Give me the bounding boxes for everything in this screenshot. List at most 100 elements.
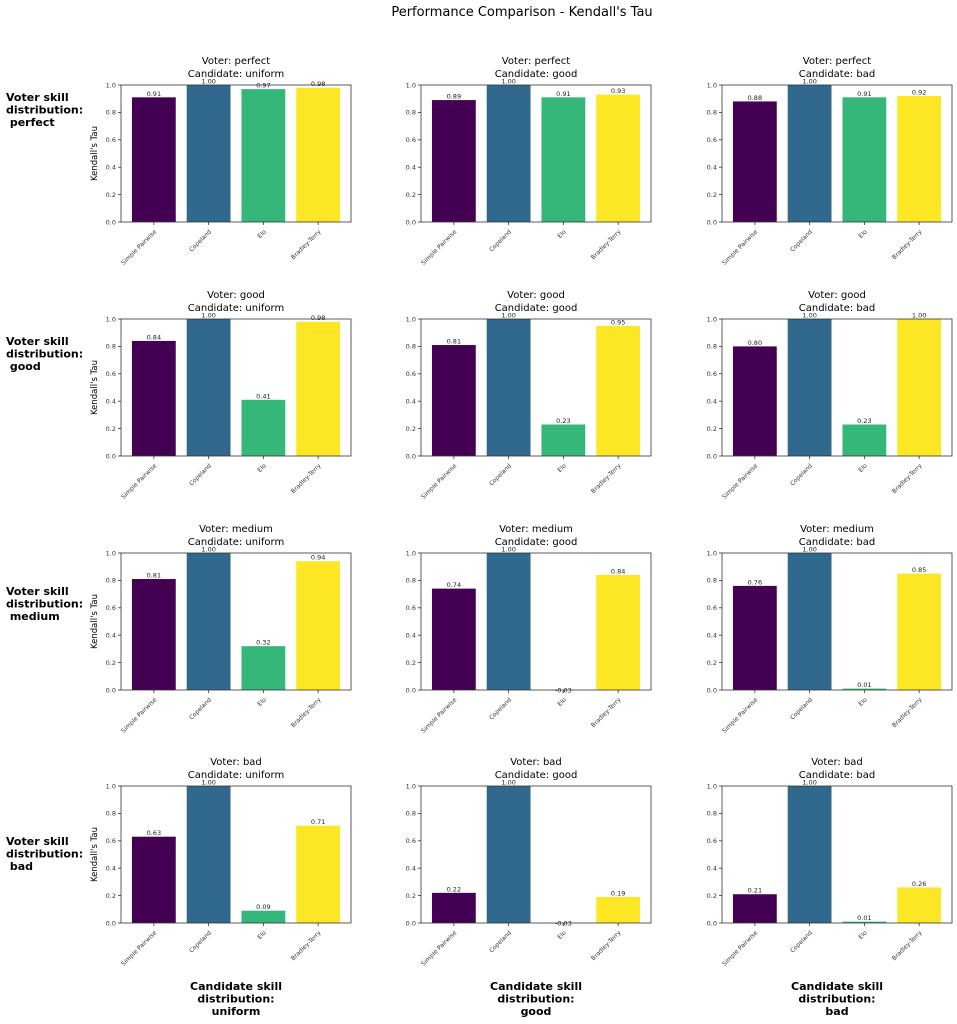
x-tick-label: Simple Pairwise <box>420 696 458 734</box>
y-tick-label: 1.0 <box>406 81 416 89</box>
row-label-line: Voter skill <box>6 835 69 848</box>
row-label: Voter skill distribution: perfect <box>6 91 83 129</box>
y-tick-label: 0.2 <box>106 191 116 199</box>
bar-simple-pairwise <box>732 346 777 456</box>
x-tick-label: Simple Pairwise <box>120 929 158 967</box>
subplot-title-line2: Candidate: good <box>495 303 578 314</box>
x-tick-label: Copeland <box>488 462 513 487</box>
bar-copeland <box>486 786 531 923</box>
row-label-line: medium <box>6 610 60 623</box>
axes-frame <box>420 785 652 924</box>
y-tick-label: 0.6 <box>707 136 717 144</box>
x-tick-label: Bradley-Terry <box>290 228 323 261</box>
row-label-line: bad <box>6 860 33 873</box>
column-label-line: distribution: <box>798 993 875 1006</box>
bar-value-label: 0.98 <box>311 80 325 88</box>
y-tick-label: 0.2 <box>106 659 116 667</box>
bar-value-label: 1.00 <box>201 779 215 787</box>
y-tick-label: 0.2 <box>406 425 416 433</box>
bar-value-label: 0.01 <box>857 681 871 689</box>
bar-elo <box>541 424 586 456</box>
x-tick-label: Copeland <box>789 462 814 487</box>
bar-simple-pairwise <box>732 585 777 690</box>
x-tick-label: Bradley-Terry <box>891 462 924 495</box>
bar-value-label: 0.93 <box>611 87 625 95</box>
subplot-title-line1: Voter: bad <box>811 757 863 768</box>
axes-frame <box>420 318 652 457</box>
axes-frame <box>420 552 652 691</box>
bar-simple-pairwise <box>131 836 176 923</box>
x-tick-label: Simple Pairwise <box>721 696 759 734</box>
x-tick-label: Simple Pairwise <box>420 228 458 266</box>
bar-value-label: 1.00 <box>802 779 816 787</box>
row-label: Voter skill distribution: bad <box>6 835 83 873</box>
x-tick-label: Elo <box>256 929 268 941</box>
subplot-title-line2: Candidate: good <box>495 537 578 548</box>
y-tick-label: 0.8 <box>106 109 116 117</box>
y-tick-label: 0.6 <box>707 370 717 378</box>
x-tick-label: Elo <box>256 228 268 240</box>
bar-simple-pairwise <box>131 579 176 690</box>
x-tick-label: Simple Pairwise <box>721 462 759 500</box>
subplot-title-line1: Voter: medium <box>199 524 273 535</box>
bar-copeland <box>787 319 832 456</box>
axes-frame <box>420 84 652 223</box>
axes-frame <box>721 785 953 924</box>
y-tick-label: 0.2 <box>707 425 717 433</box>
y-tick-label: 0.6 <box>106 136 116 144</box>
y-tick-label: 0.8 <box>106 577 116 585</box>
bar-value-label: 0.23 <box>857 417 871 425</box>
x-tick-label: Copeland <box>188 228 213 253</box>
y-tick-label: 0.2 <box>106 425 116 433</box>
y-tick-label: 0.6 <box>707 837 717 845</box>
y-tick-label: 0.4 <box>406 398 416 406</box>
bar-elo <box>241 399 286 456</box>
subplot-title-line2: Candidate: bad <box>799 303 876 314</box>
column-label: Candidate skill distribution: good <box>490 980 582 1018</box>
y-tick-label: 0.0 <box>106 686 116 694</box>
bar-bradley-terry <box>596 94 641 222</box>
y-tick-label: 0.0 <box>406 919 416 927</box>
y-tick-label: 0.0 <box>406 686 416 694</box>
bar-value-label: 0.22 <box>447 885 461 893</box>
y-tick-label: 0.4 <box>406 632 416 640</box>
bar-value-label: 0.81 <box>147 572 161 580</box>
row-label: Voter skill distribution: good <box>6 335 83 373</box>
subplot-title-line1: Voter: good <box>207 290 265 301</box>
subplot: Voter: bad Candidate: bad 0.21 1.00 0.01 0.26… <box>707 757 953 968</box>
y-tick-label: 0.0 <box>707 686 717 694</box>
x-tick-label: Bradley-Terry <box>891 929 924 962</box>
y-tick-label: 0.0 <box>106 218 116 226</box>
bar-bradley-terry <box>897 319 942 456</box>
bar-copeland <box>486 553 531 690</box>
bar-simple-pairwise <box>431 588 476 690</box>
bar-simple-pairwise <box>732 894 777 923</box>
x-tick-label: Simple Pairwise <box>420 462 458 500</box>
y-axis-label: Kendall's Tau <box>90 827 100 882</box>
y-tick-label: 0.8 <box>406 810 416 818</box>
bar-copeland <box>186 786 231 923</box>
y-tick-label: 0.4 <box>106 164 116 172</box>
bar-elo <box>241 646 286 690</box>
bar-value-label: 0.85 <box>912 566 926 574</box>
bar-value-label: 0.21 <box>748 887 762 895</box>
subplot: Voter: perfect Candidate: good 0.89 1.00 0.9… <box>406 56 652 267</box>
subplot-title-line2: Candidate: uniform <box>188 303 284 314</box>
bar-simple-pairwise <box>431 345 476 456</box>
y-tick-label: 0.8 <box>106 810 116 818</box>
x-tick-label: Elo <box>556 929 568 941</box>
bar-elo <box>241 89 286 222</box>
y-tick-label: 1.0 <box>106 81 116 89</box>
column-label-line: Candidate skill <box>490 980 582 993</box>
y-tick-label: 0.8 <box>406 577 416 585</box>
subplot: Voter: good Candidate: bad 0.80 1.00 0.23 1.0… <box>707 290 953 501</box>
bar-value-label: 1.00 <box>912 312 926 320</box>
y-tick-label: 0.4 <box>707 632 717 640</box>
column-label-line: bad <box>825 1005 848 1018</box>
y-tick-label: 0.6 <box>406 370 416 378</box>
bar-copeland <box>787 85 832 222</box>
x-tick-label: Elo <box>556 228 568 240</box>
subplot: Voter: perfect Candidate: bad 0.88 1.00 0.91… <box>707 56 953 267</box>
